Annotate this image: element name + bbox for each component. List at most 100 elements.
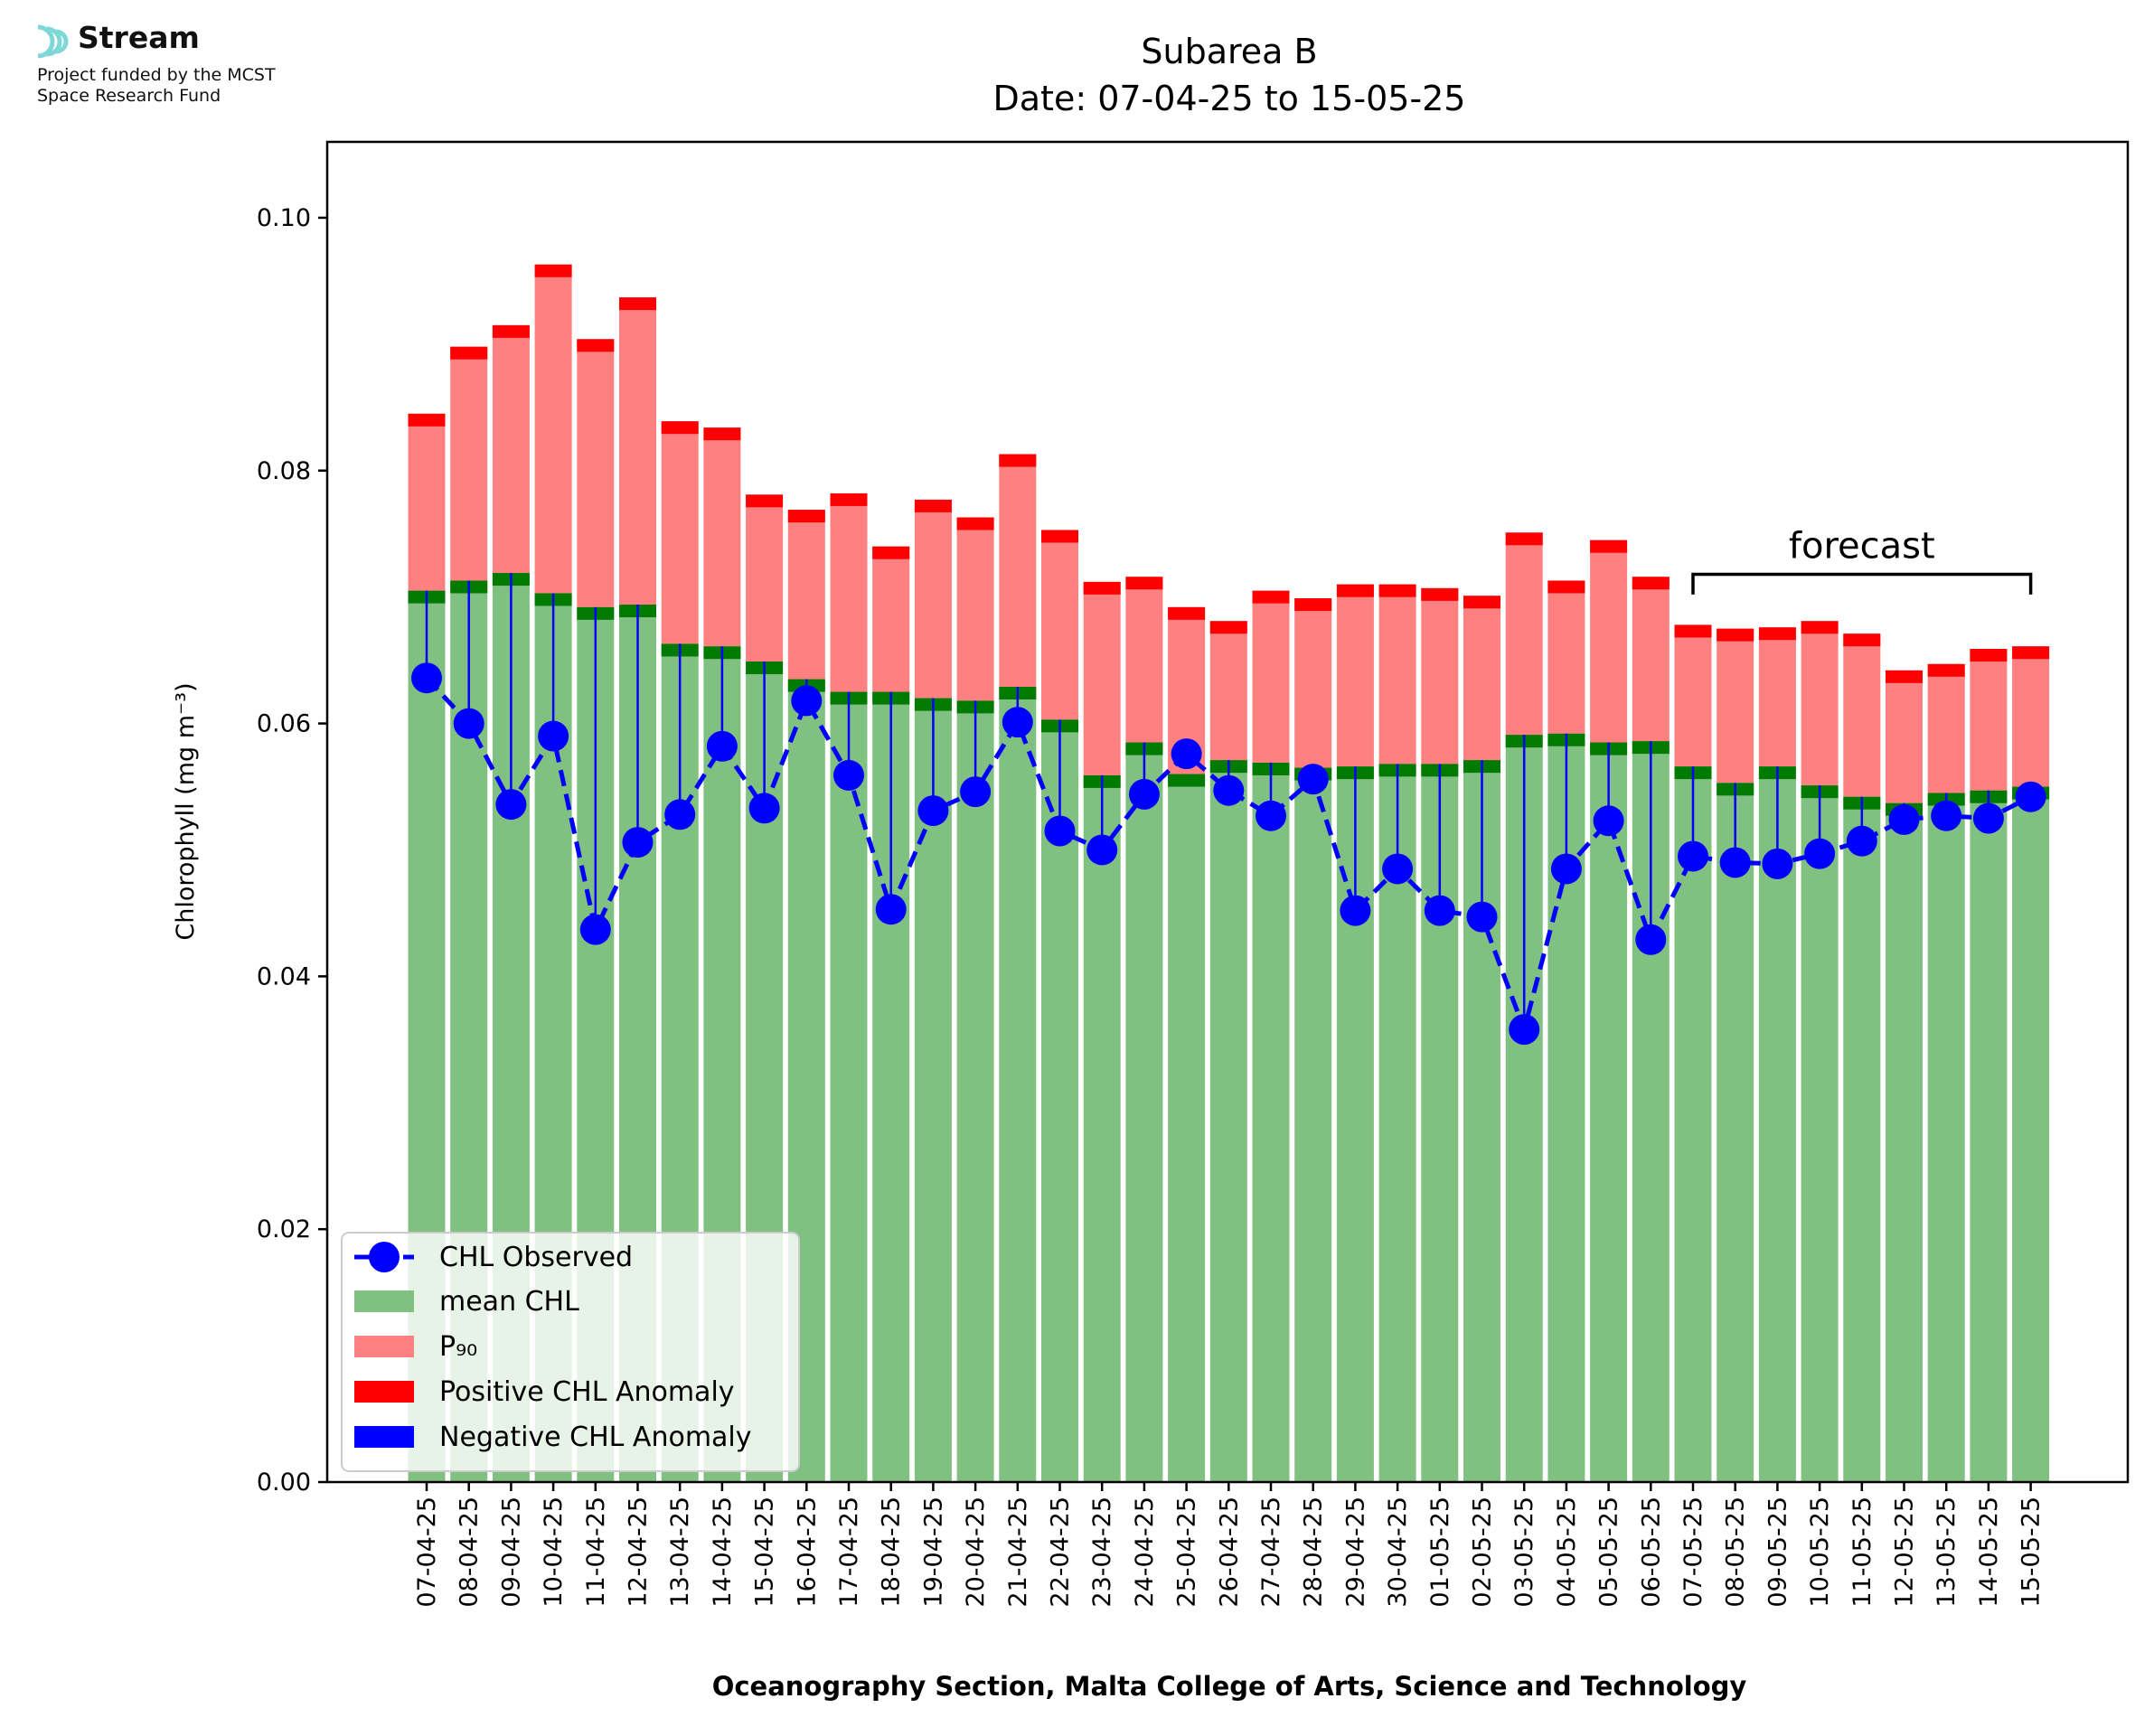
positive-anomaly-cap bbox=[1041, 530, 1078, 543]
positive-anomaly-cap bbox=[1336, 584, 1374, 597]
logo-name: Stream bbox=[78, 20, 200, 55]
y-tick-label: 0.00 bbox=[257, 1469, 311, 1497]
observed-point bbox=[495, 789, 527, 821]
observed-point bbox=[664, 799, 696, 830]
x-tick-label: 14-05-25 bbox=[1975, 1497, 2003, 1608]
observed-point bbox=[453, 708, 484, 739]
x-tick-label: 27-04-25 bbox=[1257, 1497, 1285, 1608]
mean-bar bbox=[1970, 790, 2008, 1482]
positive-anomaly-cap bbox=[1252, 590, 1290, 604]
positive-anomaly-cap bbox=[1927, 663, 1965, 677]
x-tick-label: 28-04-25 bbox=[1300, 1497, 1328, 1608]
observed-point bbox=[1466, 901, 1498, 933]
x-tick-label: 11-05-25 bbox=[1848, 1497, 1877, 1608]
positive-anomaly-cap bbox=[1674, 624, 1712, 638]
observed-point bbox=[1931, 800, 1962, 831]
p90-bar bbox=[872, 546, 910, 692]
positive-anomaly-cap bbox=[1505, 532, 1543, 546]
positive-anomaly-cap bbox=[1970, 649, 2008, 662]
x-tick-label: 13-04-25 bbox=[666, 1497, 694, 1608]
p90-bar bbox=[661, 421, 699, 644]
legend-swatch-mean bbox=[354, 1290, 414, 1312]
observed-point bbox=[1846, 825, 1877, 857]
p90-bar bbox=[1252, 590, 1290, 763]
mean-bar bbox=[1801, 785, 1839, 1482]
observed-point bbox=[1635, 924, 1667, 955]
observed-point bbox=[538, 720, 569, 752]
x-tick-label: 24-04-25 bbox=[1131, 1497, 1159, 1608]
p90-bar bbox=[534, 264, 572, 594]
x-tick-label: 10-04-25 bbox=[540, 1497, 568, 1608]
mean-bar bbox=[1168, 774, 1206, 1482]
mean-bar bbox=[1209, 760, 1247, 1482]
positive-anomaly-cap bbox=[1843, 633, 1881, 647]
forecast-annotation: forecast bbox=[1691, 525, 2033, 595]
mean-edge-cap bbox=[1168, 774, 1206, 787]
observed-point bbox=[748, 793, 780, 824]
chart-title: Subarea B bbox=[1141, 32, 1317, 71]
positive-anomaly-cap bbox=[492, 324, 530, 338]
observed-point bbox=[960, 776, 992, 808]
mean-bar bbox=[956, 700, 994, 1482]
mean-bar bbox=[1674, 766, 1712, 1482]
observed-point bbox=[1128, 778, 1160, 810]
observed-point bbox=[1424, 895, 1455, 926]
positive-anomaly-cap bbox=[1083, 581, 1121, 595]
x-tick-label: 09-04-25 bbox=[497, 1497, 525, 1608]
p90-bar bbox=[2012, 646, 2050, 787]
positive-anomaly-cap bbox=[1125, 577, 1163, 590]
x-tick-label: 10-05-25 bbox=[1806, 1497, 1834, 1608]
mean-bar bbox=[1294, 767, 1332, 1482]
x-tick-label: 20-04-25 bbox=[962, 1497, 990, 1608]
positive-anomaly-cap bbox=[1758, 627, 1796, 641]
positive-anomaly-cap bbox=[1547, 580, 1585, 594]
x-tick-label: 29-04-25 bbox=[1341, 1497, 1369, 1608]
x-tick-label: 13-05-25 bbox=[1933, 1497, 1961, 1608]
observed-point bbox=[1213, 774, 1245, 806]
p90-bar bbox=[703, 427, 741, 647]
positive-anomaly-cap bbox=[1168, 606, 1206, 620]
p90-bar bbox=[619, 297, 656, 605]
y-tick-label: 0.06 bbox=[257, 710, 311, 738]
observed-point bbox=[1382, 853, 1414, 885]
observed-point bbox=[1002, 707, 1033, 738]
positive-anomaly-cap bbox=[787, 510, 825, 523]
observed-point bbox=[2015, 781, 2046, 812]
p90-bar bbox=[1886, 670, 1923, 803]
positive-anomaly-cap bbox=[1378, 584, 1416, 597]
legend-label-p90: P₉₀ bbox=[439, 1331, 477, 1363]
observed-point bbox=[1972, 802, 2004, 834]
observed-point bbox=[1509, 1014, 1540, 1046]
observed-point bbox=[579, 914, 611, 945]
observed-point bbox=[1340, 895, 1371, 926]
p90-bar bbox=[1125, 577, 1163, 743]
p90-bar bbox=[1505, 532, 1543, 736]
p90-bar bbox=[1843, 633, 1881, 797]
x-tick-label: 15-04-25 bbox=[751, 1497, 779, 1608]
chart-subtitle: Date: 07-04-25 to 15-05-25 bbox=[993, 79, 1466, 118]
x-tick-label: 15-05-25 bbox=[2018, 1497, 2046, 1608]
mean-bar bbox=[830, 691, 868, 1482]
x-tick-label: 12-04-25 bbox=[625, 1497, 653, 1608]
positive-anomaly-cap bbox=[872, 546, 910, 559]
observed-point bbox=[1044, 815, 1076, 847]
p90-bar bbox=[1717, 628, 1754, 784]
mean-bar bbox=[1083, 774, 1121, 1482]
y-axis-label: Chlorophyll (mg m⁻³) bbox=[172, 682, 200, 940]
x-tick-label: 03-05-25 bbox=[1510, 1497, 1538, 1608]
observed-point bbox=[706, 730, 738, 762]
positive-anomaly-cap bbox=[914, 499, 952, 512]
x-tick-label: 14-04-25 bbox=[709, 1497, 737, 1608]
observed-point bbox=[875, 894, 907, 925]
x-tick-label: 02-05-25 bbox=[1469, 1497, 1497, 1608]
x-tick-label: 01-05-25 bbox=[1426, 1497, 1454, 1608]
x-tick-label: 17-04-25 bbox=[835, 1497, 863, 1608]
p90-bar bbox=[830, 493, 868, 692]
mean-bar bbox=[999, 686, 1037, 1482]
x-tick-label: 23-04-25 bbox=[1088, 1497, 1116, 1608]
y-tick-label: 0.08 bbox=[257, 457, 311, 485]
positive-anomaly-cap bbox=[2012, 646, 2050, 660]
mean-bar bbox=[1252, 762, 1290, 1482]
p90-bar bbox=[746, 494, 784, 662]
